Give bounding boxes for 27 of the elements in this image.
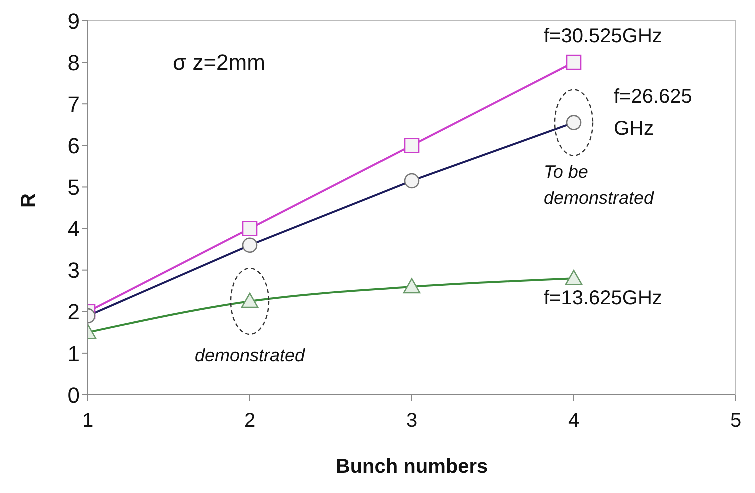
x-tick-label: 5: [730, 410, 742, 432]
y-tick-label: 1: [68, 341, 80, 366]
y-tick-label: 5: [68, 175, 80, 200]
x-tick-label: 3: [406, 410, 418, 432]
y-tick-label: 7: [68, 92, 80, 117]
x-tick-label: 4: [568, 410, 580, 432]
annotation: To be demonstrated: [544, 162, 656, 208]
x-tick-label: 1: [82, 410, 94, 432]
x-tick-label: 2: [244, 410, 256, 432]
y-tick-label: 9: [68, 8, 80, 34]
point: [403, 278, 421, 294]
point: [566, 54, 582, 70]
y-tick-label: 8: [68, 50, 80, 76]
series-label: f=26.625 GHz: [614, 86, 692, 140]
y-tick-label: 3: [68, 258, 80, 284]
y-tick-label: 2: [68, 300, 80, 325]
annotation: σ z=2mm: [173, 50, 266, 76]
x-axis-title: Bunch numbers: [336, 456, 488, 478]
series-label: f=30.525GHz: [544, 26, 662, 48]
y-tick-label: 6: [68, 133, 80, 158]
annotation: demonstrated: [194, 346, 306, 366]
series-label: f=13.625GHz: [544, 288, 662, 310]
point: [404, 138, 420, 154]
y-tick-label: 4: [68, 216, 80, 242]
point: [565, 270, 583, 286]
y-tick-label: 0: [68, 382, 80, 408]
y-axis-title: R: [18, 193, 40, 208]
